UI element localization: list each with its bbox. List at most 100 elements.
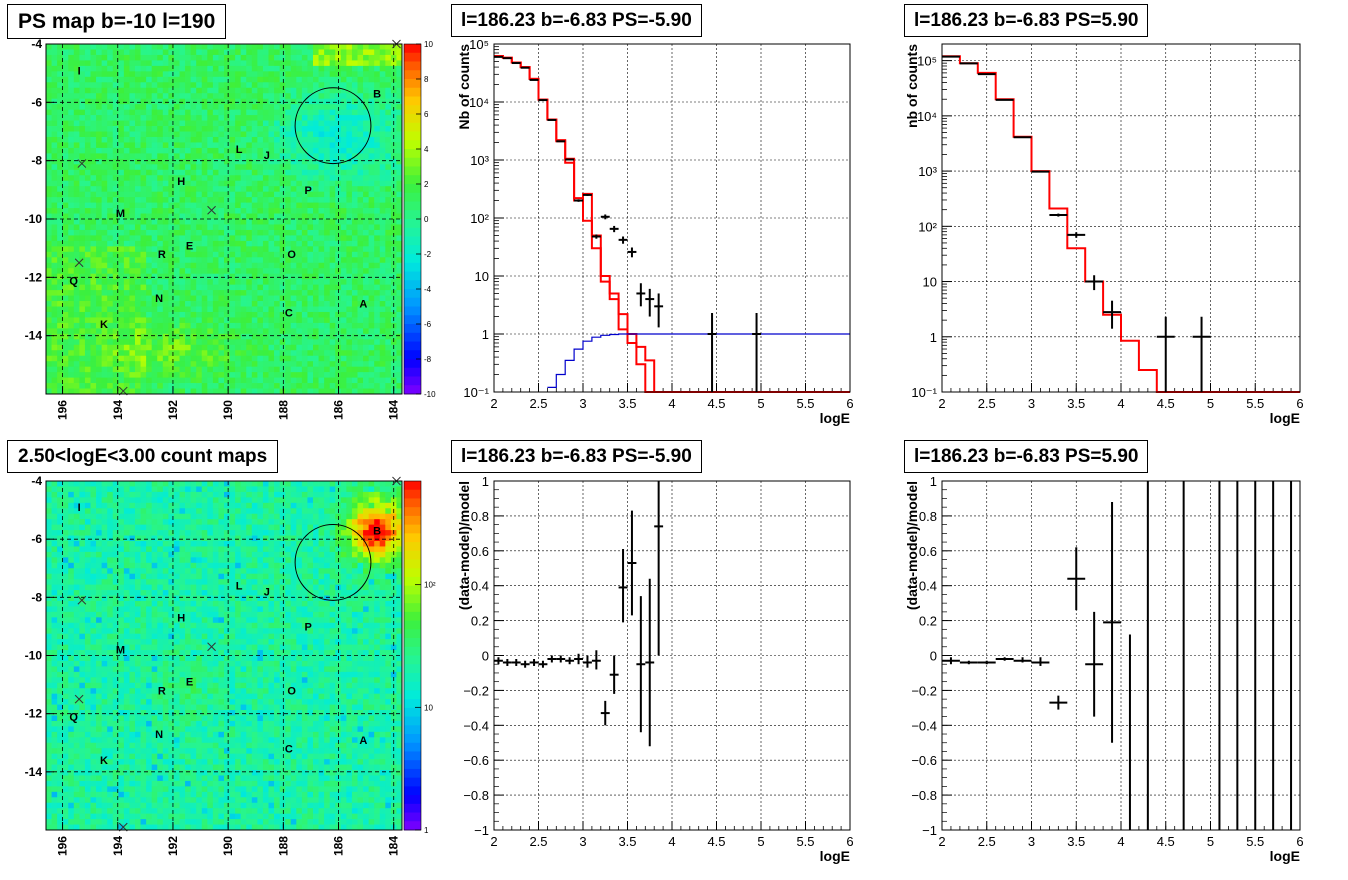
heatmap-cell xyxy=(313,268,319,274)
heatmap-cell xyxy=(257,55,263,61)
heatmap-cell xyxy=(358,55,364,61)
heatmap-cell xyxy=(385,71,391,77)
heatmap-cell xyxy=(152,77,158,83)
heatmap-cell xyxy=(235,323,241,329)
heatmap-cell xyxy=(369,137,375,143)
heatmap-cell xyxy=(235,214,241,220)
source-label-B: B xyxy=(373,89,381,101)
heatmap-cell xyxy=(63,672,69,678)
heatmap-cell xyxy=(196,274,202,280)
heatmap-cell xyxy=(369,323,375,329)
heatmap-cell xyxy=(79,175,85,181)
heatmap-cell xyxy=(107,88,113,94)
heatmap-cell xyxy=(352,164,358,170)
heatmap-cell xyxy=(168,148,174,154)
heatmap-cell xyxy=(191,159,197,165)
heatmap-cell xyxy=(185,197,191,203)
heatmap-cell xyxy=(313,132,319,138)
heatmap-cell xyxy=(52,132,58,138)
heatmap-cell xyxy=(363,132,369,138)
heatmap-cell xyxy=(79,617,85,623)
heatmap-cell xyxy=(313,241,319,247)
heatmap-cell xyxy=(191,203,197,209)
heatmap-cell xyxy=(91,378,97,384)
heatmap-cell xyxy=(341,192,347,198)
heatmap-cell xyxy=(185,252,191,258)
heatmap-cell xyxy=(296,175,302,181)
heatmap-cell xyxy=(63,754,69,760)
heatmap-cell xyxy=(191,378,197,384)
heatmap-cell xyxy=(196,257,202,263)
heatmap-cell xyxy=(346,307,352,313)
heatmap-cell xyxy=(263,82,269,88)
heatmap-cell xyxy=(213,328,219,334)
heatmap-cell xyxy=(385,307,391,313)
heatmap-cell xyxy=(269,164,275,170)
heatmap-cell xyxy=(218,186,224,192)
heatmap-cell xyxy=(241,49,247,55)
heatmap-cell xyxy=(241,230,247,236)
heatmap-cell xyxy=(46,568,52,574)
heatmap-cell xyxy=(185,49,191,55)
heatmap-cell xyxy=(46,60,52,66)
heatmap-cell xyxy=(280,66,286,72)
heatmap-cell xyxy=(380,49,386,55)
heatmap-cell xyxy=(341,350,347,356)
heatmap-cell xyxy=(352,55,358,61)
heatmap-cell xyxy=(207,312,213,318)
heatmap-cell xyxy=(296,361,302,367)
heatmap-cell xyxy=(213,307,219,313)
heatmap-cell xyxy=(330,285,336,291)
heatmap-cell xyxy=(63,688,69,694)
heatmap-cell xyxy=(257,268,263,274)
heatmap-cell xyxy=(163,383,169,389)
heatmap-cell xyxy=(129,148,135,154)
heatmap-cell xyxy=(385,290,391,296)
heatmap-cell xyxy=(191,66,197,72)
heatmap-cell xyxy=(168,93,174,99)
colorbar-segment xyxy=(404,289,421,298)
heatmap-cell xyxy=(313,82,319,88)
heatmap-cell xyxy=(358,88,364,94)
heatmap-cell xyxy=(129,132,135,138)
heatmap-cell xyxy=(235,372,241,378)
heatmap-cell xyxy=(168,181,174,187)
heatmap-cell xyxy=(224,257,230,263)
heatmap-cell xyxy=(346,301,352,307)
heatmap-cell xyxy=(213,88,219,94)
heatmap-cell xyxy=(52,819,58,825)
heatmap-cell xyxy=(307,339,313,345)
heatmap-cell xyxy=(107,214,113,220)
heatmap-cell xyxy=(280,197,286,203)
heatmap-cell xyxy=(74,219,80,225)
heatmap-cell xyxy=(91,339,97,345)
heatmap-cell xyxy=(218,334,224,340)
heatmap-cell xyxy=(152,88,158,94)
heatmap-cell xyxy=(302,312,308,318)
heatmap-cell xyxy=(74,536,80,542)
heatmap-cell xyxy=(180,153,186,159)
heatmap-cell xyxy=(241,361,247,367)
heatmap-cell xyxy=(74,737,80,743)
heatmap-cell xyxy=(52,367,58,373)
heatmap-cell xyxy=(180,252,186,258)
heatmap-cell xyxy=(246,268,252,274)
heatmap-cell xyxy=(369,268,375,274)
heatmap-cell xyxy=(202,279,208,285)
heatmap-cell xyxy=(146,296,152,302)
heatmap-cell xyxy=(285,55,291,61)
heatmap-cell xyxy=(107,148,113,154)
heatmap-cell xyxy=(358,263,364,269)
heatmap-cell xyxy=(324,104,330,110)
heatmap-cell xyxy=(269,383,275,389)
heatmap-cell xyxy=(191,296,197,302)
heatmap-cell xyxy=(185,339,191,345)
x-tick-label: 6 xyxy=(1296,396,1303,411)
heatmap-cell xyxy=(79,268,85,274)
heatmap-cell xyxy=(257,274,263,280)
heatmap-cell xyxy=(213,219,219,225)
heatmap-cell xyxy=(196,181,202,187)
heatmap-cell xyxy=(358,126,364,132)
heatmap-cell xyxy=(202,153,208,159)
heatmap-cell xyxy=(252,378,258,384)
